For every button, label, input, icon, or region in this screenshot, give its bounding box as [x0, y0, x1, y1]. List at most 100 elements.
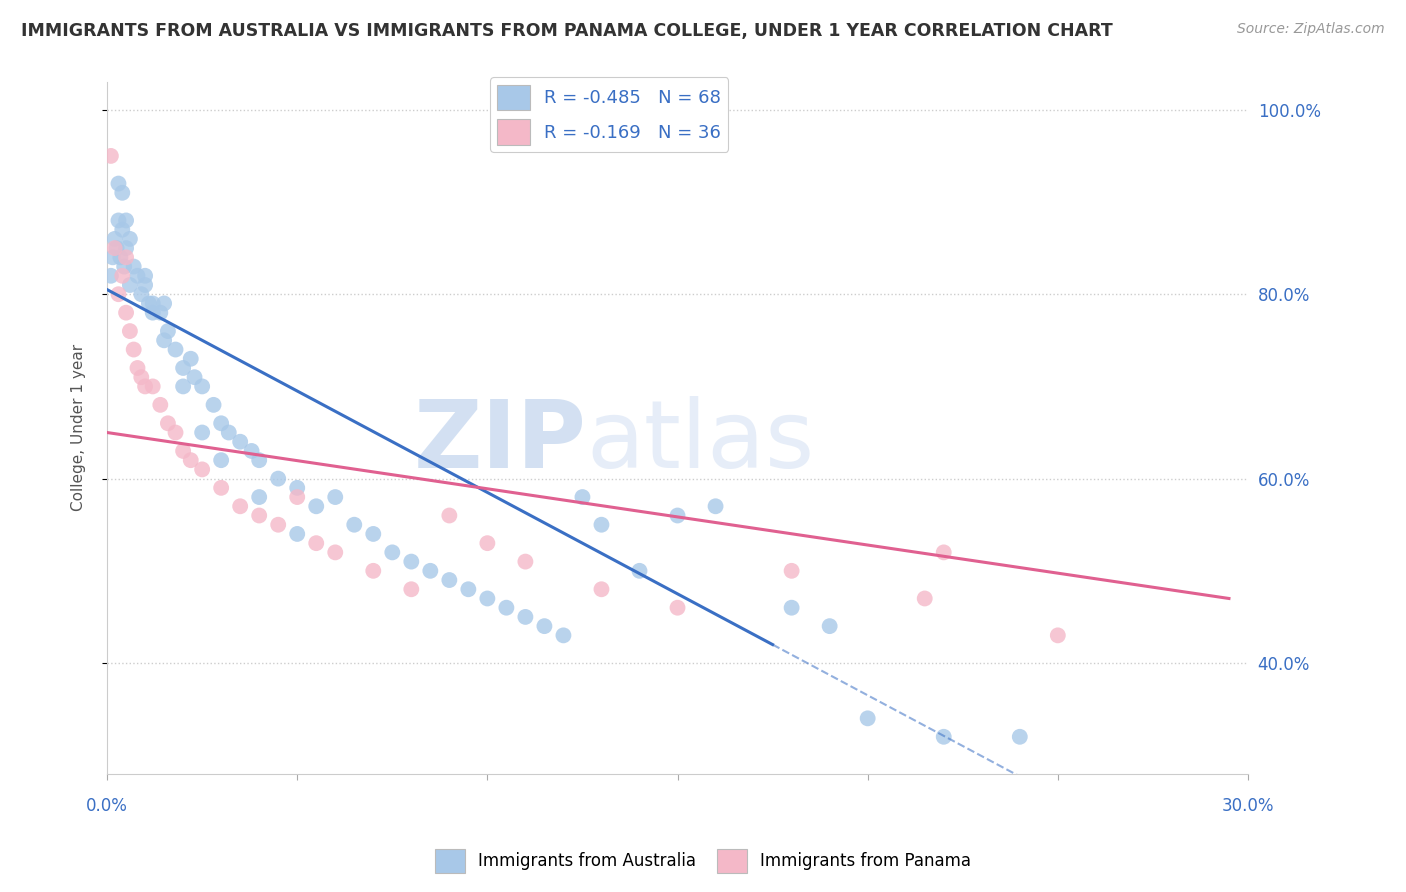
Point	[191, 425, 214, 440]
Point	[305, 500, 328, 514]
Point	[780, 564, 803, 578]
Point	[267, 472, 290, 486]
Legend: R = -0.485   N = 68, R = -0.169   N = 36: R = -0.485 N = 68, R = -0.169 N = 36	[489, 78, 728, 152]
Point	[1008, 730, 1031, 744]
Point	[115, 213, 138, 227]
Point	[115, 241, 138, 255]
Point	[856, 711, 879, 725]
Point	[495, 600, 517, 615]
Point	[142, 306, 165, 320]
Point	[553, 628, 575, 642]
Point	[533, 619, 555, 633]
Text: 30.0%: 30.0%	[1222, 797, 1274, 814]
Point	[229, 434, 252, 449]
Point	[118, 324, 141, 338]
Point	[153, 296, 176, 310]
Point	[401, 582, 423, 597]
Point	[267, 517, 290, 532]
Point	[118, 232, 141, 246]
Point	[457, 582, 479, 597]
Point	[183, 370, 205, 384]
Point	[180, 453, 202, 467]
Point	[115, 306, 138, 320]
Point	[142, 379, 165, 393]
Point	[191, 379, 214, 393]
Point	[285, 527, 308, 541]
Point	[142, 296, 165, 310]
Point	[477, 591, 499, 606]
Point	[381, 545, 404, 559]
Point	[111, 268, 134, 283]
Point	[112, 260, 135, 274]
Text: IMMIGRANTS FROM AUSTRALIA VS IMMIGRANTS FROM PANAMA COLLEGE, UNDER 1 YEAR CORREL: IMMIGRANTS FROM AUSTRALIA VS IMMIGRANTS …	[21, 22, 1112, 40]
Point	[107, 177, 129, 191]
Point	[361, 564, 384, 578]
Point	[107, 287, 129, 301]
Point	[172, 444, 194, 458]
Point	[134, 268, 156, 283]
Point	[439, 573, 461, 587]
Point	[1046, 628, 1069, 642]
Point	[229, 500, 252, 514]
Text: atlas: atlas	[586, 396, 814, 488]
Point	[100, 268, 122, 283]
Point	[209, 417, 232, 431]
Point	[914, 591, 936, 606]
Point	[209, 453, 232, 467]
Point	[172, 379, 194, 393]
Point	[149, 398, 172, 412]
Point	[107, 213, 129, 227]
Point	[571, 490, 593, 504]
Point	[591, 582, 613, 597]
Point	[343, 517, 366, 532]
Point	[285, 490, 308, 504]
Point	[111, 186, 134, 200]
Point	[323, 490, 346, 504]
Point	[218, 425, 240, 440]
Point	[247, 453, 270, 467]
Text: Source: ZipAtlas.com: Source: ZipAtlas.com	[1237, 22, 1385, 37]
Point	[138, 296, 160, 310]
Text: ZIP: ZIP	[413, 396, 586, 488]
Legend: Immigrants from Australia, Immigrants from Panama: Immigrants from Australia, Immigrants fr…	[429, 842, 977, 880]
Point	[401, 555, 423, 569]
Point	[110, 250, 132, 264]
Point	[153, 334, 176, 348]
Point	[285, 481, 308, 495]
Point	[172, 361, 194, 376]
Point	[247, 508, 270, 523]
Point	[628, 564, 651, 578]
Point	[165, 343, 187, 357]
Point	[149, 306, 172, 320]
Text: 0.0%: 0.0%	[86, 797, 128, 814]
Point	[134, 277, 156, 292]
Point	[666, 600, 689, 615]
Point	[818, 619, 841, 633]
Point	[127, 361, 149, 376]
Y-axis label: College, Under 1 year: College, Under 1 year	[72, 344, 86, 511]
Point	[515, 610, 537, 624]
Point	[666, 508, 689, 523]
Point	[129, 370, 152, 384]
Point	[361, 527, 384, 541]
Point	[180, 351, 202, 366]
Point	[165, 425, 187, 440]
Point	[105, 241, 128, 255]
Point	[111, 222, 134, 236]
Point	[118, 277, 141, 292]
Point	[134, 379, 156, 393]
Point	[439, 508, 461, 523]
Point	[932, 730, 955, 744]
Point	[323, 545, 346, 559]
Point	[191, 462, 214, 476]
Point	[477, 536, 499, 550]
Point	[104, 232, 127, 246]
Point	[780, 600, 803, 615]
Point	[156, 324, 179, 338]
Point	[156, 417, 179, 431]
Point	[305, 536, 328, 550]
Point	[240, 444, 263, 458]
Point	[122, 343, 145, 357]
Point	[704, 500, 727, 514]
Point	[932, 545, 955, 559]
